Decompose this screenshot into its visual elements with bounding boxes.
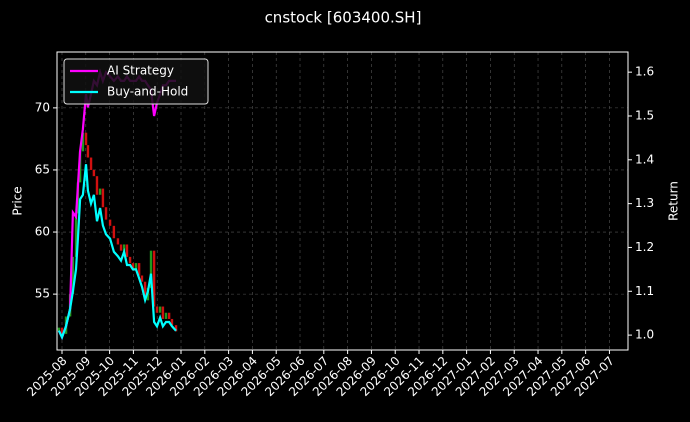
candle — [104, 207, 108, 220]
candle — [71, 256, 75, 295]
candle — [86, 145, 90, 158]
candle — [164, 312, 168, 319]
y2-tick-label: 1.2 — [635, 240, 654, 254]
candle — [170, 318, 174, 326]
candle — [89, 157, 93, 170]
chart-title: cnstock [603400.SH] — [265, 9, 422, 27]
candle — [152, 250, 156, 307]
y2-axis-label: Return — [667, 181, 681, 221]
y2-tick-label: 1.1 — [635, 284, 654, 298]
legend-label: AI Strategy — [107, 64, 174, 78]
candle — [125, 244, 129, 257]
candle — [140, 275, 144, 282]
y2-tick-label: 1.6 — [635, 65, 654, 79]
candle — [134, 263, 138, 270]
candle — [116, 238, 120, 245]
y-axis-label: Price — [11, 186, 25, 215]
y2-tick-label: 1.3 — [635, 196, 654, 210]
candle — [74, 213, 78, 257]
candle — [158, 306, 162, 313]
candle — [60, 327, 64, 334]
y2-tick-label: 1.5 — [635, 108, 654, 122]
line-series — [57, 164, 177, 341]
candle — [137, 263, 141, 276]
candle — [95, 176, 99, 195]
plot-frame — [56, 51, 629, 351]
candle — [155, 306, 159, 313]
candle — [149, 250, 153, 288]
candle — [131, 263, 135, 270]
candle — [84, 132, 88, 146]
candle — [167, 312, 171, 319]
y-tick-label: 70 — [35, 100, 50, 114]
y2-tick-label: 1.4 — [635, 152, 654, 166]
candle — [119, 244, 123, 251]
candle — [174, 325, 178, 332]
candle — [81, 132, 85, 152]
candle — [161, 306, 165, 319]
y2-tick-label: 1.0 — [635, 328, 654, 342]
candle — [128, 256, 132, 264]
legend-label: Buy-and-Hold — [107, 85, 188, 99]
candle — [57, 327, 61, 332]
candle — [108, 219, 112, 226]
candle — [101, 188, 105, 208]
y-tick-label: 60 — [35, 225, 50, 239]
y-tick-label: 65 — [35, 162, 50, 176]
candle — [122, 244, 126, 251]
candle — [143, 281, 147, 301]
legend-box — [63, 58, 209, 105]
legend: AI Strategy Buy-and-Hold — [63, 58, 209, 105]
candle — [112, 225, 116, 239]
y-tick-label: 55 — [35, 287, 50, 301]
candle — [98, 188, 102, 195]
candle — [92, 169, 96, 177]
